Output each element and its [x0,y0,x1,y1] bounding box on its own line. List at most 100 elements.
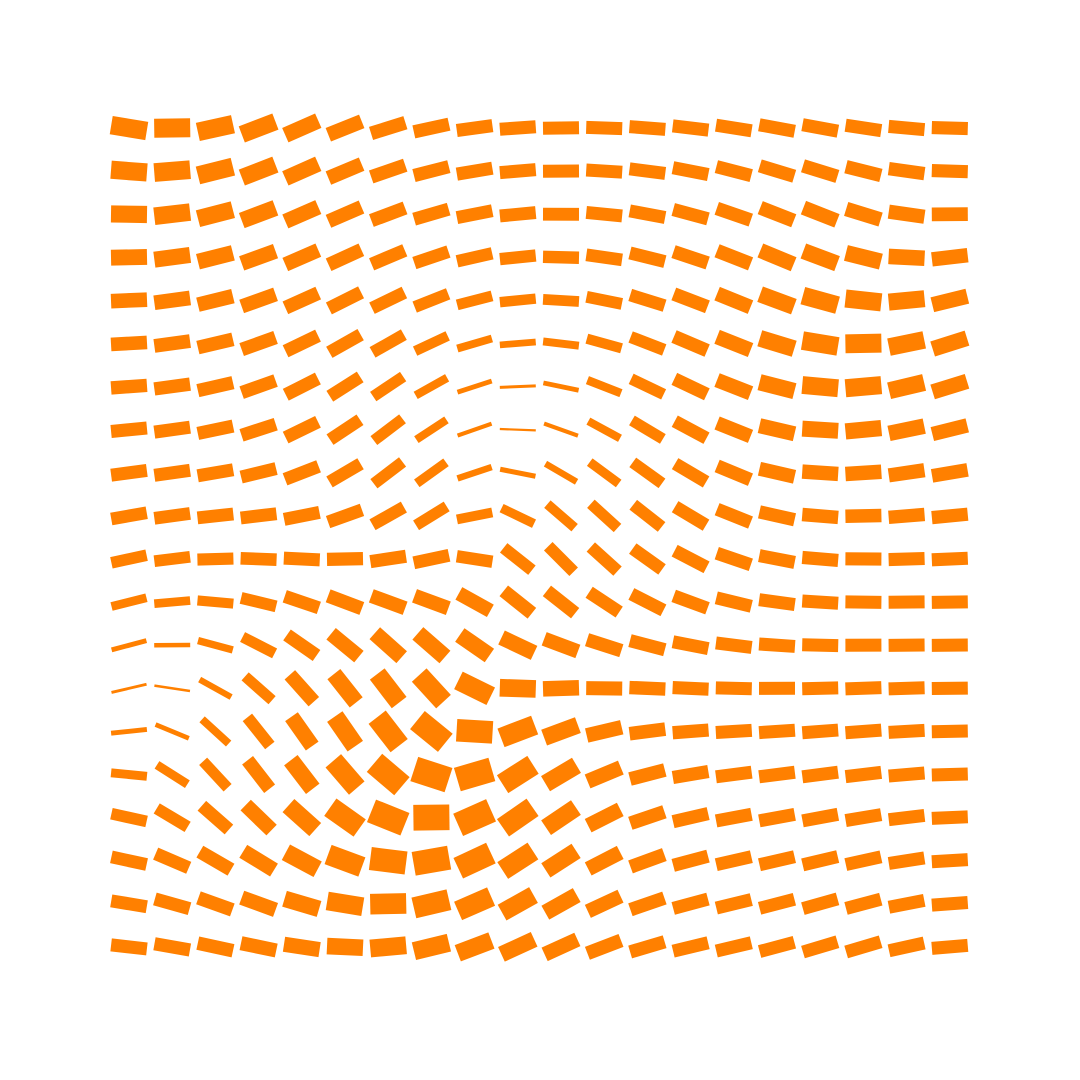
dash-mark [802,681,839,696]
dash-mark [715,681,752,696]
dash-mark [844,850,883,871]
dash-mark [325,503,365,529]
dash-mark [888,766,926,783]
dash-mark [282,113,322,143]
dash-mark [499,503,537,528]
dash-mark [757,330,797,357]
dash-mark [714,160,753,182]
dash-mark [801,935,840,959]
dash-mark [844,935,883,959]
dash-mark [153,334,191,353]
dash-mark [153,892,192,916]
dash-mark [931,938,969,955]
dash-mark [196,845,235,876]
dash-mark [801,892,840,915]
dash-mark [584,889,624,918]
dash-mark [671,544,710,574]
dash-mark [242,756,276,793]
dash-mark [454,932,495,962]
dash-mark [153,160,191,182]
dash-mark [153,507,191,525]
dash-mark [499,249,537,266]
dash-mark [671,161,710,182]
dash-mark [541,632,581,659]
dash-mark [801,550,839,567]
dash-mark [542,207,580,221]
dash-mark [671,245,710,270]
dash-mark [240,799,277,836]
dash-mark [153,847,192,874]
dash-mark [412,288,451,313]
dash-mark [196,891,235,917]
dash-mark [585,720,624,743]
dash-mark [282,415,321,444]
dash-mark [931,248,969,267]
dash-mark [844,808,883,827]
dash-mark [197,595,234,609]
dash-mark [282,329,321,358]
dash-mark [628,288,667,312]
dash-mark [541,843,581,878]
dash-mark [110,205,148,224]
dash-mark [110,292,148,309]
dash-mark [455,550,494,568]
dash-mark [714,850,753,872]
dash-mark [714,329,754,358]
dash-mark [413,374,450,400]
dash-mark [499,543,536,575]
dash-mark [888,638,925,652]
dash-mark [370,457,407,489]
dash-mark [455,119,494,138]
dash-mark [110,160,148,182]
dash-mark [453,757,496,792]
dash-mark [671,372,710,401]
dash-mark [369,936,407,958]
dash-mark [110,850,148,871]
dash-mark [801,850,840,872]
dash-mark [628,891,667,917]
dash-mark [801,594,839,610]
dash-mark [368,116,408,140]
dash-mark [801,464,839,482]
dash-mark [758,118,796,138]
dash-mark [757,286,797,315]
dash-mark [931,681,968,696]
dash-mark [671,635,710,656]
dash-mark [844,376,883,398]
dash-mark [285,712,319,751]
dash-mark [239,890,279,917]
dash-mark [714,459,753,486]
dash-mark [282,243,322,272]
dash-mark [586,681,623,696]
dash-mark [499,585,537,619]
dash-mark [110,727,148,736]
dash-mark [801,507,839,525]
dash-mark [455,628,495,663]
dash-mark [326,937,364,957]
dash-mark [499,120,537,136]
dash-mark [497,715,539,748]
dash-mark [499,338,537,349]
dash-mark [844,118,883,138]
dash-mark [887,851,926,870]
dash-mark [714,286,754,314]
dash-mark [887,331,927,356]
dash-mark [758,637,796,653]
dash-mark [455,507,494,525]
dash-mark [153,463,191,482]
dash-mark [110,506,148,526]
dash-mark [629,415,666,444]
dash-mark [153,247,192,268]
dash-mark [584,760,624,789]
dash-mark [887,936,926,958]
dash-mark [671,203,710,226]
dash-mark [931,163,968,179]
dash-mark [543,460,579,485]
dash-mark [931,120,968,136]
dash-mark [585,333,623,354]
dash-mark [497,842,539,879]
dash-mark [628,162,667,180]
dash-mark [499,678,537,698]
dash-mark [281,844,322,877]
dash-mark [196,463,235,483]
